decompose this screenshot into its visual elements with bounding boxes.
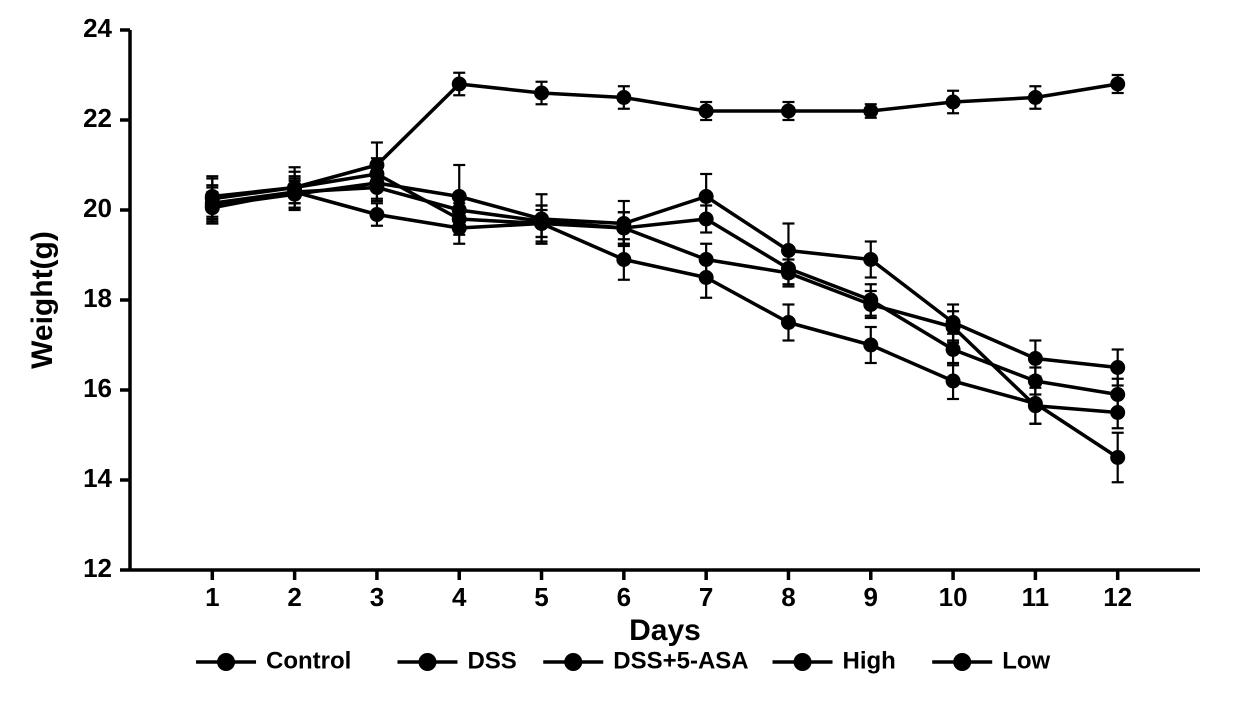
y-tick-label: 14: [83, 463, 112, 493]
legend-label: Control: [266, 647, 351, 674]
legend-label: Low: [1002, 647, 1050, 674]
x-tick-label: 7: [699, 582, 713, 612]
x-tick-label: 8: [781, 582, 795, 612]
chart-container: 12141618202224123456789101112Weight(g)Da…: [0, 0, 1240, 705]
legend-label: DSS+5-ASA: [613, 647, 748, 674]
x-tick-label: 1: [205, 582, 219, 612]
x-tick-label: 10: [939, 582, 968, 612]
x-tick-label: 2: [287, 582, 301, 612]
chart-svg: 12141618202224123456789101112Weight(g)Da…: [0, 0, 1240, 705]
y-tick-label: 16: [83, 373, 112, 403]
x-tick-label: 6: [617, 582, 631, 612]
x-tick-label: 4: [452, 582, 467, 612]
legend-label: DSS: [467, 647, 516, 674]
x-tick-label: 5: [534, 582, 548, 612]
x-tick-label: 3: [370, 582, 384, 612]
y-tick-label: 18: [83, 283, 112, 313]
y-tick-label: 24: [83, 13, 112, 43]
x-tick-label: 12: [1103, 582, 1132, 612]
y-tick-label: 12: [83, 553, 112, 583]
legend-label: High: [843, 647, 896, 674]
x-tick-label: 9: [864, 582, 878, 612]
y-axis-label: Weight(g): [26, 231, 59, 369]
x-tick-label: 11: [1022, 582, 1050, 612]
y-tick-label: 20: [83, 193, 112, 223]
y-tick-label: 22: [83, 103, 112, 133]
x-axis-label: Days: [629, 614, 701, 647]
